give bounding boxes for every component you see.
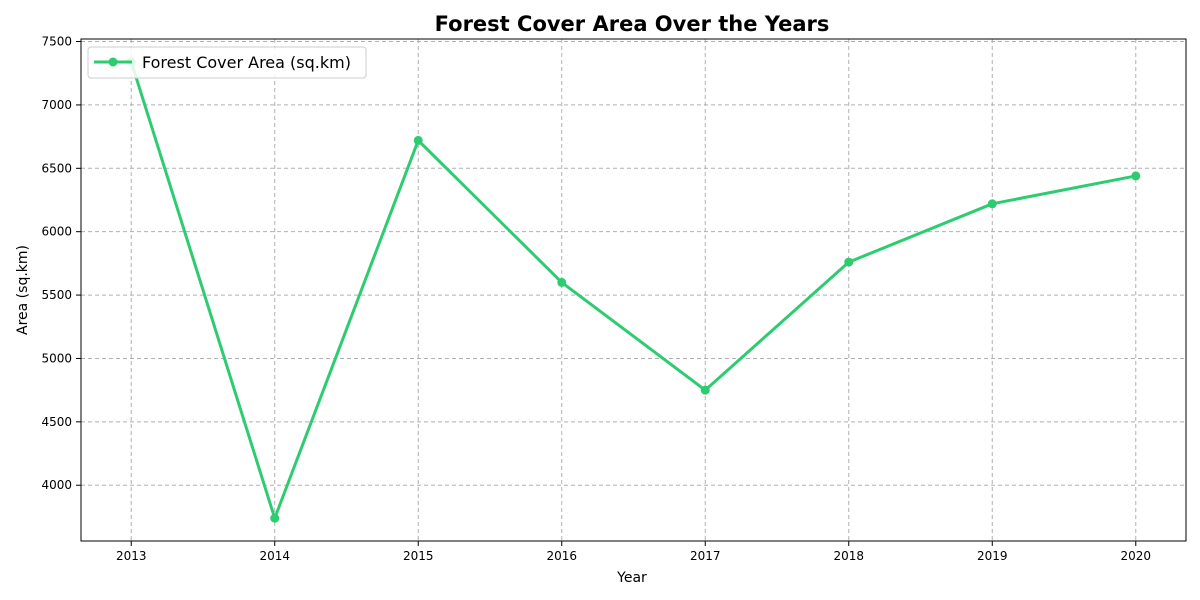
x-tick-label: 2013 bbox=[116, 549, 147, 563]
legend-marker-swatch bbox=[108, 57, 118, 67]
y-tick-label: 5000 bbox=[41, 351, 72, 365]
y-tick-label: 4000 bbox=[41, 478, 72, 492]
data-point bbox=[700, 385, 710, 395]
x-tick-label: 2016 bbox=[546, 549, 577, 563]
legend-box bbox=[87, 46, 367, 79]
x-tick-label: 2020 bbox=[1120, 549, 1151, 563]
grid-lines bbox=[81, 39, 1186, 541]
y-tick-label: 6000 bbox=[41, 225, 72, 239]
data-point bbox=[270, 513, 280, 523]
data-point bbox=[1131, 171, 1141, 181]
x-tick-label: 2015 bbox=[403, 549, 434, 563]
y-tick-label: 7500 bbox=[41, 35, 72, 49]
y-axis-label: Area (sq.km) bbox=[15, 245, 31, 335]
x-tick-label: 2014 bbox=[259, 549, 290, 563]
series-line bbox=[129, 60, 1138, 520]
y-tick-label: 5500 bbox=[41, 288, 72, 302]
y-axis-ticks: 4000 4500 5000 5500 6000 6500 7000 7500 bbox=[41, 35, 81, 492]
x-axis-label: Year bbox=[616, 570, 647, 586]
data-point bbox=[987, 199, 997, 209]
legend: Forest Cover Area (sq.km) bbox=[87, 46, 367, 79]
data-point bbox=[557, 277, 567, 287]
chart-title: Forest Cover Area Over the Years bbox=[435, 12, 830, 36]
x-tick-label: 2018 bbox=[833, 549, 864, 563]
data-point bbox=[413, 135, 423, 145]
plot-area-frame bbox=[80, 38, 1187, 542]
y-tick-label: 7000 bbox=[41, 98, 72, 112]
x-tick-label: 2017 bbox=[690, 549, 721, 563]
data-point bbox=[844, 257, 854, 267]
y-tick-label: 4500 bbox=[41, 415, 72, 429]
legend-label: Forest Cover Area (sq.km) bbox=[142, 53, 351, 72]
x-axis-ticks: 2013 2014 2015 2016 2017 2018 2019 2020 bbox=[116, 541, 1151, 563]
x-tick-label: 2019 bbox=[977, 549, 1008, 563]
y-tick-label: 6500 bbox=[41, 161, 72, 175]
